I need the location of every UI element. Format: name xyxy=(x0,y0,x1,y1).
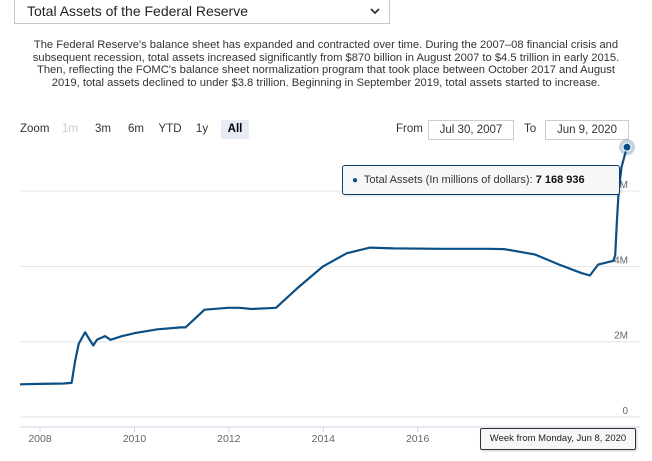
x-tick-label: 2010 xyxy=(123,433,147,445)
x-tick-label: 2008 xyxy=(28,433,52,445)
y-tick-label: 2M xyxy=(614,331,628,342)
y-tick-label: 6M xyxy=(614,180,628,191)
x-tick-label: 2014 xyxy=(312,433,336,445)
range-to-input[interactable]: Jun 9, 2020 xyxy=(545,120,629,140)
zoom-label: Zoom xyxy=(20,123,50,135)
range-from-label: From xyxy=(396,123,423,135)
zoom-ytd-button[interactable]: YTD xyxy=(158,123,182,135)
x-tick-label: 2016 xyxy=(406,433,430,445)
tooltip-series-label: Total Assets (In millions of dollars): xyxy=(363,174,533,186)
x-tick-label: 2012 xyxy=(217,433,241,445)
tooltip-value: 7 168 936 xyxy=(535,174,585,186)
chevron-down-icon xyxy=(370,8,380,15)
chart-selector-label: Total Assets of the Federal Reserve xyxy=(27,3,248,19)
chart-selector[interactable]: Total Assets of the Federal Reserve xyxy=(14,0,390,24)
last-point-marker[interactable] xyxy=(622,142,632,152)
zoom-6m-button[interactable]: 6m xyxy=(128,123,144,135)
x-axis: 2008 2010 2012 2014 2016 xyxy=(28,427,429,445)
range-from-input[interactable]: Jul 30, 2007 xyxy=(428,120,514,140)
chart-gridlines xyxy=(20,190,640,418)
y-tick-label: 4M xyxy=(614,255,628,266)
zoom-3m-button[interactable]: 3m xyxy=(95,123,111,135)
series-dot-icon: ● xyxy=(352,175,359,186)
zoom-1m-button[interactable]: 1m xyxy=(62,123,78,135)
range-to-label: To xyxy=(524,123,537,135)
data-tooltip: ● Total Assets (In millions of dollars):… xyxy=(342,165,620,195)
chart-description: The Federal Reserve's balance sheet has … xyxy=(32,39,620,89)
y-axis: 0 2M 4M 6M xyxy=(614,180,628,417)
zoom-all-button[interactable]: All xyxy=(221,120,249,139)
series-line-total-assets xyxy=(19,146,629,386)
y-tick-label: 0 xyxy=(622,406,628,417)
x-axis-tooltip: Week from Monday, Jun 8, 2020 xyxy=(480,428,636,450)
zoom-1y-button[interactable]: 1y xyxy=(195,123,209,135)
